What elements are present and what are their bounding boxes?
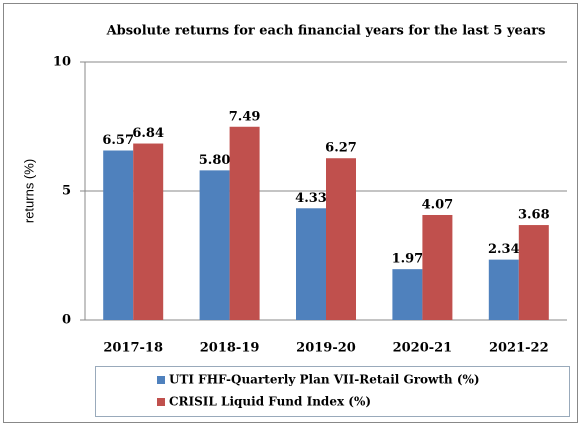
y-tick-label: 0 xyxy=(62,313,71,328)
bar xyxy=(229,126,260,321)
y-tick-label: 10 xyxy=(53,55,71,70)
y-tick-label: 5 xyxy=(62,184,71,199)
bar xyxy=(488,259,519,320)
bar xyxy=(199,170,230,320)
legend-label: CRISIL Liquid Fund Index (%) xyxy=(169,395,371,409)
chart-border xyxy=(3,3,578,423)
legend-swatch xyxy=(157,398,165,406)
data-label: 5.80 xyxy=(199,153,231,168)
bar xyxy=(103,150,134,320)
data-label: 6.27 xyxy=(325,141,357,156)
data-label: 3.68 xyxy=(518,208,550,223)
bar xyxy=(133,143,164,320)
bar xyxy=(422,214,453,320)
x-tick-label: 2019-20 xyxy=(296,341,356,356)
y-axis-label: returns (%) xyxy=(21,159,36,223)
x-tick-label: 2021-22 xyxy=(489,341,549,356)
bar xyxy=(296,208,326,320)
data-label: 1.97 xyxy=(392,252,424,267)
x-tick-label: 2018-19 xyxy=(200,341,260,356)
bar xyxy=(518,225,549,320)
data-label: 6.57 xyxy=(102,133,134,148)
x-tick-label: 2020-21 xyxy=(393,341,453,356)
legend-box xyxy=(95,366,570,417)
data-label: 2.34 xyxy=(488,242,520,257)
data-label: 4.07 xyxy=(422,197,454,212)
x-tick-label: 2017-18 xyxy=(103,341,163,356)
data-label: 7.49 xyxy=(229,109,261,124)
legend-swatch xyxy=(157,376,165,384)
legend-label: UTI FHF-Quarterly Plan VII-Retail Growth… xyxy=(169,373,480,387)
bar xyxy=(392,269,423,320)
chart-title: Absolute returns for each financial year… xyxy=(106,24,546,39)
data-label: 6.84 xyxy=(132,126,164,141)
data-label: 4.33 xyxy=(295,191,327,206)
bar xyxy=(326,158,356,320)
